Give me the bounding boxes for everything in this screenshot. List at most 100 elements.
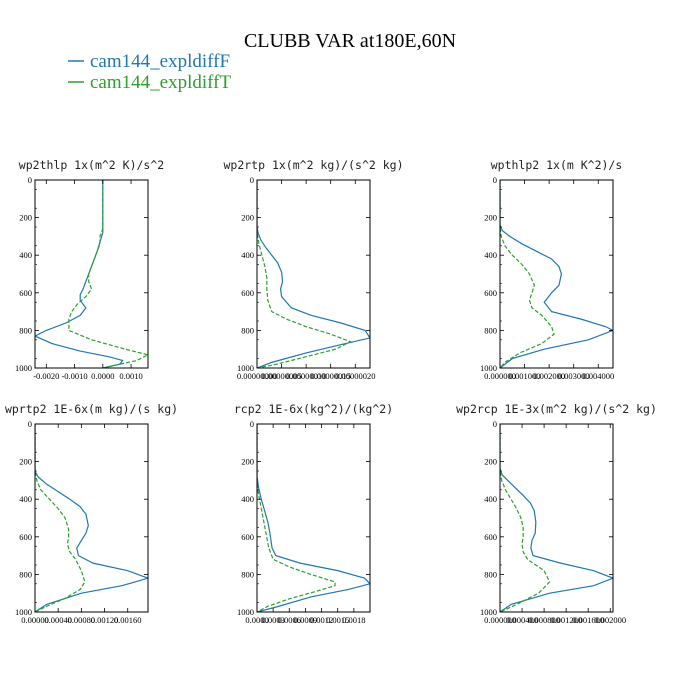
- y-tick-label: 600: [484, 532, 497, 542]
- y-tick-label: 200: [241, 457, 254, 467]
- x-tick-label: 0.001600: [572, 615, 604, 625]
- panel-1: wp2thlp 1x(m^2 K)/s^202004006008001000-0…: [15, 158, 164, 381]
- x-tick-label: 0.000000: [484, 615, 516, 625]
- y-tick-label: 600: [19, 288, 32, 298]
- y-tick-label: 800: [484, 569, 497, 579]
- x-tick-label: 0.002000: [533, 371, 565, 381]
- x-tick-label: 0.00000: [21, 615, 49, 625]
- y-tick-label: 1000: [237, 607, 254, 617]
- series-line-expldiffT: [68, 180, 148, 368]
- x-tick-label: 0.00000020: [335, 371, 375, 381]
- panel-title: wp2rtp 1x(m^2 kg)/(s^2 kg): [223, 158, 403, 172]
- x-tick-label: 0.000000: [484, 371, 516, 381]
- legend-label-expldiffT: cam144_expldiffT: [90, 72, 231, 93]
- panel-6: wp2rcp 1E-3x(m^2 kg)/(s^2 kg) 0 200 400 600 8…: [456, 402, 657, 625]
- series-line-expldiffF: [35, 180, 124, 368]
- series-line-expldiffT: [257, 424, 336, 612]
- legend: cam144_expldiffF cam144_expldiffT: [68, 51, 231, 93]
- y-tick-label: 200: [484, 213, 497, 223]
- x-tick-label: 0.000800: [528, 615, 560, 625]
- y-tick-label: 0: [250, 419, 254, 429]
- y-tick-label: 200: [484, 457, 497, 467]
- panel-title: wprtp2 1E-6x(m kg)/(s kg): [5, 402, 178, 416]
- y-tick-label: 200: [19, 213, 32, 223]
- plot-frame: [256, 179, 371, 369]
- x-tick-label: 0.0010: [119, 371, 142, 381]
- y-tick-label: 1000: [15, 607, 32, 617]
- x-tick-label: 0.00080: [68, 615, 96, 625]
- panel-title: wp2thlp 1x(m^2 K)/s^2: [19, 158, 164, 172]
- y-tick-label: 400: [484, 250, 497, 260]
- x-tick-label: 0.00040: [44, 615, 72, 625]
- x-tick-label: 0.003000: [558, 371, 590, 381]
- y-tick-label: 800: [19, 325, 32, 335]
- x-tick-label: 0.0018: [342, 615, 365, 625]
- series-line-expldiffT: [500, 180, 555, 368]
- panel-4: wprtp2 1E-6x(m kg)/(s kg) 0 200 400 600 800 10…: [5, 402, 178, 625]
- x-tick-label: 0.00000010: [286, 371, 326, 381]
- y-tick-label: 0: [28, 175, 32, 185]
- plot-frame: [256, 423, 371, 613]
- y-tick-label: 800: [241, 325, 254, 335]
- y-tick-label: 0: [493, 419, 497, 429]
- panel-3: wpthlp2 1x(m K^2)/s020040060080010000.00…: [480, 158, 622, 381]
- x-tick-label: 0.0000: [91, 371, 114, 381]
- y-tick-label: 400: [241, 494, 254, 504]
- x-tick-label: 0.001200: [550, 615, 582, 625]
- x-tick-label: 0.000400: [506, 615, 538, 625]
- y-tick-label: 600: [484, 288, 497, 298]
- x-tick-label: 0.00160: [114, 615, 142, 625]
- series-line-expldiffF: [500, 424, 613, 612]
- x-tick-label: 0.00000000: [237, 371, 277, 381]
- figure-title: CLUBB VAR at180E,60N: [244, 30, 456, 52]
- y-tick-label: 200: [241, 213, 254, 223]
- y-tick-label: 1000: [15, 363, 32, 373]
- panel-title: wpthlp2 1x(m K^2)/s: [491, 158, 623, 172]
- y-tick-label: 400: [19, 250, 32, 260]
- y-tick-label: 0: [493, 175, 497, 185]
- panel-title: rcp2 1E-6x(kg^2)/(kg^2): [234, 402, 393, 416]
- x-tick-label: 0.001000: [509, 371, 541, 381]
- x-tick-label: 0.0003: [261, 615, 284, 625]
- plot-frame: [499, 423, 614, 613]
- y-tick-label: 1000: [237, 363, 254, 373]
- series-line-expldiffF: [35, 424, 148, 612]
- series-line-expldiffF: [257, 180, 370, 368]
- x-tick-label: 0.00000005: [261, 371, 301, 381]
- plot-frame: [34, 179, 149, 369]
- x-tick-label: 0.0015: [326, 615, 349, 625]
- y-tick-label: 1000: [480, 363, 497, 373]
- series-line-expldiffF: [500, 180, 613, 368]
- y-tick-label: 200: [19, 457, 32, 467]
- y-tick-label: 600: [241, 288, 254, 298]
- x-tick-label: 0.00120: [91, 615, 119, 625]
- y-tick-label: 800: [241, 569, 254, 579]
- y-tick-label: 800: [484, 325, 497, 335]
- y-tick-label: 1000: [480, 607, 497, 617]
- x-tick-label: 0.0012: [310, 615, 333, 625]
- x-tick-label: 0.00000015: [311, 371, 351, 381]
- panel-title: wp2rcp 1E-3x(m^2 kg)/(s^2 kg): [456, 402, 657, 416]
- x-tick-label: 0.0009: [294, 615, 317, 625]
- y-tick-label: 800: [19, 569, 32, 579]
- y-tick-label: 400: [19, 494, 32, 504]
- x-tick-label: 0.004000: [582, 371, 614, 381]
- plot-frame: [34, 423, 149, 613]
- series-line-expldiffF: [257, 424, 370, 612]
- x-tick-label: -0.0010: [61, 371, 87, 381]
- series-line-expldiffT: [35, 424, 86, 612]
- panel-5: rcp2 1E-6x(kg^2)/(kg^2) 0 200 400 600 800 1000…: [234, 402, 393, 625]
- series-line-expldiffT: [500, 424, 551, 612]
- panel-2: wp2rtp 1x(m^2 kg)/(s^2 kg) 0 200 400 600 800 1…: [223, 158, 403, 381]
- series-line-expldiffT: [257, 180, 352, 368]
- y-tick-label: 600: [19, 532, 32, 542]
- y-tick-label: 0: [250, 175, 254, 185]
- legend-label-expldiffF: cam144_expldiffF: [90, 51, 230, 72]
- y-tick-label: 400: [484, 494, 497, 504]
- x-tick-label: 0.002000: [594, 615, 626, 625]
- y-tick-label: 400: [241, 250, 254, 260]
- x-tick-label: 0.0000: [245, 615, 268, 625]
- x-tick-label: -0.0020: [33, 371, 59, 381]
- x-tick-label: 0.0006: [278, 615, 301, 625]
